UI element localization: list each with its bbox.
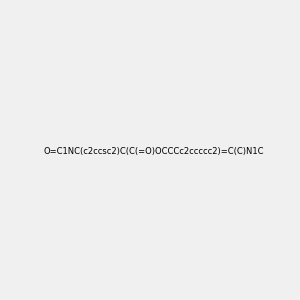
Text: O=C1NC(c2ccsc2)C(C(=O)OCCCc2ccccc2)=C(C)N1C: O=C1NC(c2ccsc2)C(C(=O)OCCCc2ccccc2)=C(C)… — [44, 147, 264, 156]
